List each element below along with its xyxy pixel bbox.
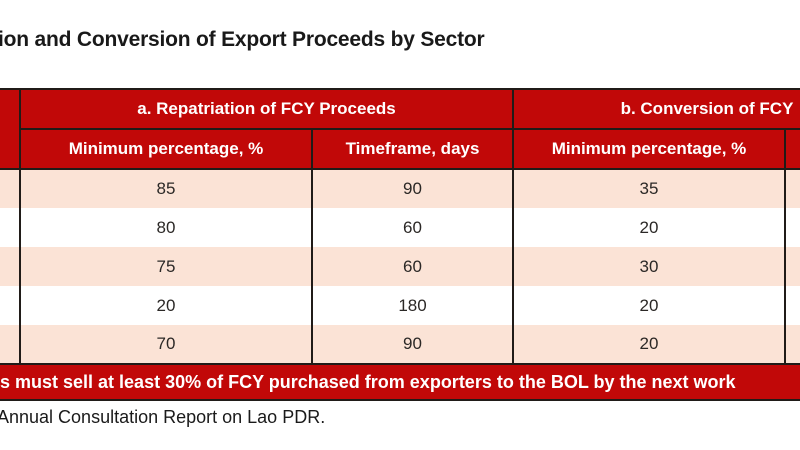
cell-timeframe-days: 90 <box>312 325 514 365</box>
footer-note: s must sell at least 30% of FCY purchase… <box>0 364 800 401</box>
cell-timeframe-days: 60 <box>312 247 514 286</box>
cell-clipped <box>785 169 800 208</box>
cell-conversion-min-pct: 20 <box>513 286 786 325</box>
footer-note-row: s must sell at least 30% of FCY purchase… <box>0 364 800 401</box>
table-row: 85 90 35 <box>0 169 800 208</box>
cell-timeframe-days: 60 <box>312 208 514 247</box>
page-title: ion and Conversion of Export Proceeds by… <box>0 28 485 51</box>
sector-cell-clipped <box>0 169 21 208</box>
cell-clipped <box>785 325 800 365</box>
sector-column-header-clipped <box>0 89 21 170</box>
section-header-repatriation: a. Repatriation of FCY Proceeds <box>20 89 514 130</box>
cell-repatriation-min-pct: 70 <box>20 325 313 365</box>
column-header-timeframe-days: Timeframe, days <box>312 129 514 170</box>
table-row: 75 60 30 <box>0 247 800 286</box>
table-row: 80 60 20 <box>0 208 800 247</box>
sector-cell-clipped <box>0 208 21 247</box>
section-header-row: a. Repatriation of FCY Proceeds b. Conve… <box>0 89 800 170</box>
export-proceeds-table: a. Repatriation of FCY Proceeds b. Conve… <box>0 88 800 401</box>
cell-repatriation-min-pct: 20 <box>20 286 313 325</box>
table-row: 70 90 20 <box>0 325 800 365</box>
cell-repatriation-min-pct: 75 <box>20 247 313 286</box>
cell-conversion-min-pct: 20 <box>513 325 786 365</box>
cell-clipped <box>785 247 800 286</box>
cell-conversion-min-pct: 30 <box>513 247 786 286</box>
column-header-row: Minimum percentage, % Timeframe, days Mi… <box>0 129 800 170</box>
sector-cell-clipped <box>0 325 21 365</box>
cell-repatriation-min-pct: 80 <box>20 208 313 247</box>
section-header-conversion: b. Conversion of FCY <box>513 89 800 130</box>
column-header-conversion-min-pct: Minimum percentage, % <box>513 129 786 170</box>
cell-clipped <box>785 208 800 247</box>
cell-conversion-min-pct: 20 <box>513 208 786 247</box>
sector-cell-clipped <box>0 286 21 325</box>
cell-timeframe-days: 90 <box>312 169 514 208</box>
sector-cell-clipped <box>0 247 21 286</box>
column-header-clipped <box>785 129 800 170</box>
column-header-repatriation-min-pct: Minimum percentage, % <box>20 129 313 170</box>
cell-timeframe-days: 180 <box>312 286 514 325</box>
source-note: Annual Consultation Report on Lao PDR. <box>0 407 326 427</box>
cell-repatriation-min-pct: 85 <box>20 169 313 208</box>
table-row: 20 180 20 <box>0 286 800 325</box>
cell-conversion-min-pct: 35 <box>513 169 786 208</box>
cell-clipped <box>785 286 800 325</box>
